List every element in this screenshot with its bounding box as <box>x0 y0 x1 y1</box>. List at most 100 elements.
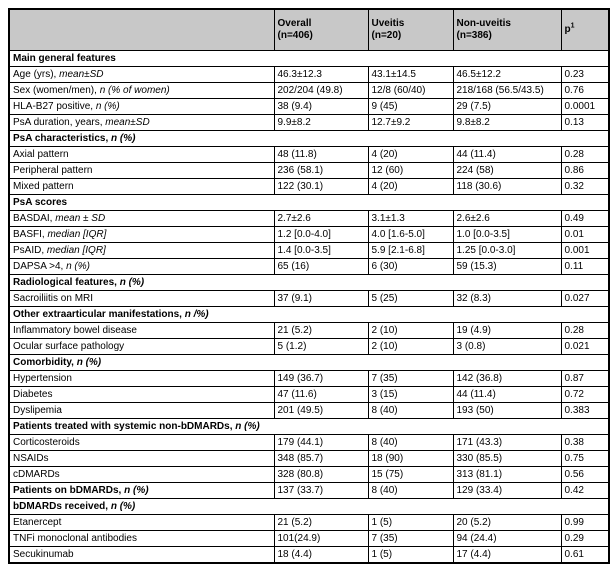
value-cell: 0.383 <box>560 402 610 419</box>
value-cell: 5.9 [2.1-6.8] <box>367 242 454 259</box>
value-cell: 94 (24.4) <box>452 530 562 547</box>
table-row: HLA-B27 positive, n (%) 38 (9.4) 9 (45) 29 … <box>8 98 610 115</box>
value-cell: 201 (49.5) <box>273 402 369 419</box>
table-header-row: Overall (n=406) Uveitis (n=20) Non-uveit… <box>8 8 610 51</box>
table-row: TNFi monoclonal antibodies 101(24.9) 7 (35… <box>8 530 610 547</box>
value-cell: 21 (5.2) <box>273 322 369 339</box>
value-cell: 29 (7.5) <box>452 98 562 115</box>
value-cell: 47 (11.6) <box>273 386 369 403</box>
section-title: Patients treated with systemic non-bDMAR… <box>8 418 610 435</box>
value-cell: 4.0 [1.6-5.0] <box>367 226 454 243</box>
value-cell: 1 (5) <box>367 546 454 564</box>
value-cell: 7 (35) <box>367 530 454 547</box>
value-cell: 1 (5) <box>367 514 454 531</box>
value-cell: 12 (60) <box>367 162 454 179</box>
value-cell: 18 (90) <box>367 450 454 467</box>
value-cell: 32 (8.3) <box>452 290 562 307</box>
section-header-row: PsA characteristics, n (%) <box>8 130 610 147</box>
row-label: Corticosteroids <box>8 434 275 451</box>
row-label: Diabetes <box>8 386 275 403</box>
value-cell: 17 (4.4) <box>452 546 562 564</box>
value-cell: 0.23 <box>560 66 610 83</box>
value-cell: 328 (80.8) <box>273 466 369 483</box>
value-cell: 44 (11.4) <box>452 386 562 403</box>
header-col-pvalue-label: p <box>564 24 571 35</box>
table-row: Sex (women/men), n (% of women) 202/204 (… <box>8 82 610 99</box>
table-row: BASDAI, mean ± SD 2.7±2.6 3.1±1.3 2.6±2.6 0.… <box>8 210 610 227</box>
section-header-row: PsA scores <box>8 194 610 211</box>
table-row: Corticosteroids 179 (44.1) 8 (40) 171 (43.3… <box>8 434 610 451</box>
section-title: Main general features <box>8 50 610 67</box>
table-row: Age (yrs), mean±SD 46.3±12.3 43.1±14.5 46.5… <box>8 66 610 83</box>
value-cell: 0.0001 <box>560 98 610 115</box>
value-cell: 38 (9.4) <box>273 98 369 115</box>
value-cell: 9 (45) <box>367 98 454 115</box>
section-header-row: Main general features <box>8 50 610 67</box>
value-cell: 0.42 <box>560 482 610 499</box>
value-cell: 3 (0.8) <box>452 338 562 355</box>
header-col-non-uveitis: Non-uveitis (n=386) <box>452 8 562 51</box>
row-label: BASDAI, mean ± SD <box>8 210 275 227</box>
row-label: TNFi monoclonal antibodies <box>8 530 275 547</box>
value-cell: 5 (1.2) <box>273 338 369 355</box>
value-cell: 9.8±8.2 <box>452 114 562 131</box>
value-cell: 2 (10) <box>367 322 454 339</box>
value-cell: 8 (40) <box>367 402 454 419</box>
value-cell: 0.72 <box>560 386 610 403</box>
value-cell: 6 (30) <box>367 258 454 275</box>
value-cell: 0.01 <box>560 226 610 243</box>
section-title: Radiological features, n (%) <box>8 274 610 291</box>
table-row: NSAIDs 348 (85.7) 18 (90) 330 (85.5) 0.75 <box>8 450 610 467</box>
section-title: bDMARDs received, n (%) <box>8 498 610 515</box>
value-cell: 12/8 (60/40) <box>367 82 454 99</box>
value-cell: 330 (85.5) <box>452 450 562 467</box>
table-row: PsA duration, years, mean±SD 9.9±8.2 12.7±… <box>8 114 610 131</box>
value-cell: 122 (30.1) <box>273 178 369 195</box>
value-cell: 37 (9.1) <box>273 290 369 307</box>
row-label: Age (yrs), mean±SD <box>8 66 275 83</box>
value-cell: 44 (11.4) <box>452 146 562 163</box>
value-cell: 348 (85.7) <box>273 450 369 467</box>
value-cell: 0.38 <box>560 434 610 451</box>
value-cell: 0.28 <box>560 322 610 339</box>
value-cell: 0.61 <box>560 546 610 564</box>
header-col-pvalue: p1 <box>560 8 610 51</box>
table-row: BASFI, median [IQR] 1.2 [0.0-4.0] 4.0 [1.6… <box>8 226 610 243</box>
value-cell: 179 (44.1) <box>273 434 369 451</box>
value-cell: 2.6±2.6 <box>452 210 562 227</box>
header-col-uveitis-n: (n=20) <box>371 30 402 41</box>
value-cell: 1.25 [0.0-3.0] <box>452 242 562 259</box>
value-cell: 313 (81.1) <box>452 466 562 483</box>
section-header-row: bDMARDs received, n (%) <box>8 498 610 515</box>
row-label: NSAIDs <box>8 450 275 467</box>
value-cell: 59 (15.3) <box>452 258 562 275</box>
value-cell: 19 (4.9) <box>452 322 562 339</box>
value-cell: 0.76 <box>560 82 610 99</box>
value-cell: 1.0 [0.0-3.5] <box>452 226 562 243</box>
table-row: Inflammatory bowel disease 21 (5.2) 2 (10)… <box>8 322 610 339</box>
value-cell: 18 (4.4) <box>273 546 369 564</box>
row-label: Patients on bDMARDs, n (%) <box>8 482 275 499</box>
value-cell: 3 (15) <box>367 386 454 403</box>
row-label: PsAID, median [IQR] <box>8 242 275 259</box>
row-label: Hypertension <box>8 370 275 387</box>
value-cell: 65 (16) <box>273 258 369 275</box>
value-cell: 12.7±9.2 <box>367 114 454 131</box>
section-title: PsA scores <box>8 194 610 211</box>
section-title: PsA characteristics, n (%) <box>8 130 610 147</box>
header-empty-cell <box>8 8 275 51</box>
value-cell: 0.75 <box>560 450 610 467</box>
row-label: Axial pattern <box>8 146 275 163</box>
value-cell: 0.11 <box>560 258 610 275</box>
value-cell: 0.49 <box>560 210 610 227</box>
table-row: Patients on bDMARDs, n (%) 137 (33.7) 8 (4… <box>8 482 610 499</box>
value-cell: 3.1±1.3 <box>367 210 454 227</box>
value-cell: 0.32 <box>560 178 610 195</box>
table-row: Etanercept 21 (5.2) 1 (5) 20 (5.2) 0.99 <box>8 514 610 531</box>
header-col-overall-name: Overall <box>277 18 312 29</box>
value-cell: 0.13 <box>560 114 610 131</box>
header-col-non-uveitis-n: (n=386) <box>456 30 492 41</box>
value-cell: 46.5±12.2 <box>452 66 562 83</box>
row-label: DAPSA >4, n (%) <box>8 258 275 275</box>
